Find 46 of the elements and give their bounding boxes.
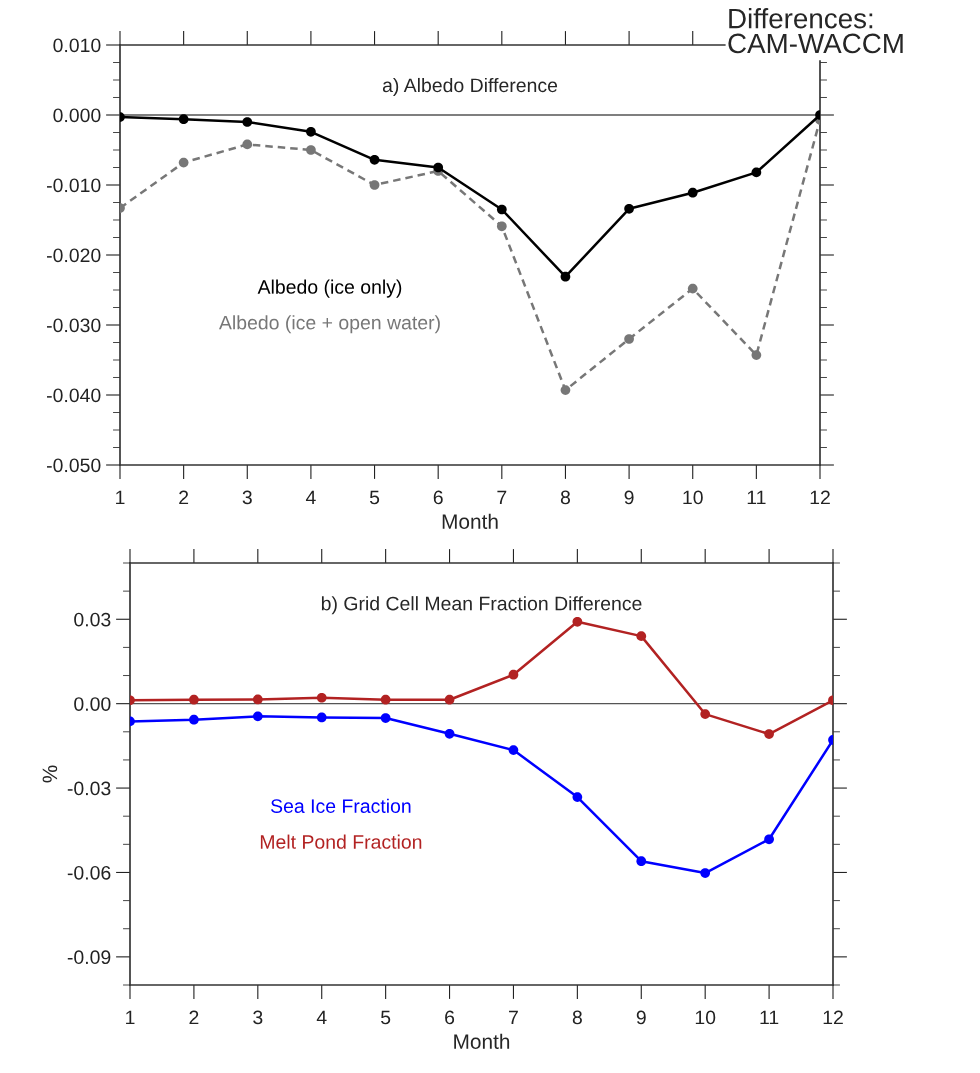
x-tick-label: 7 <box>509 1010 518 1025</box>
x-tick-label: 12 <box>823 1010 843 1025</box>
x-tick-label: 2 <box>179 490 189 505</box>
x-tick-label: 3 <box>253 1010 263 1025</box>
text: Sea Ice Fraction <box>271 798 411 813</box>
x-tick-label: 10 <box>695 1010 716 1025</box>
x-tick-label: 2 <box>189 1010 199 1025</box>
text: Albedo (ice + open water) <box>218 315 440 334</box>
x-tick-label: 9 <box>636 1010 646 1025</box>
x-axis-title: Month <box>442 513 498 529</box>
y-tick-label: -0.050 <box>46 458 101 473</box>
x-tick-label: 10 <box>683 490 703 505</box>
x-tick-label: 4 <box>316 1010 327 1025</box>
x-tick-label: 9 <box>624 490 634 505</box>
x-tick-label: 1 <box>126 1010 135 1025</box>
x-tick-label: 11 <box>747 490 766 505</box>
text: b) Grid Cell Mean Fraction Difference <box>321 596 642 615</box>
x-tick-label: 6 <box>433 490 443 505</box>
x-tick-label: 12 <box>810 490 830 505</box>
y-tick-label: 0.03 <box>74 612 111 627</box>
x-tick-label: 7 <box>497 490 507 505</box>
x-tick-label: 5 <box>381 1010 391 1025</box>
y-axis-title: % <box>42 765 58 783</box>
y-tick-label: 0.00 <box>74 697 111 711</box>
y-tick-label: -0.040 <box>46 388 101 403</box>
x-tick-label: 1 <box>116 490 125 505</box>
annotation: Differences: CAM-WACCM <box>728 8 903 54</box>
x-tick-label: 4 <box>305 490 316 505</box>
y-tick-label: 0.000 <box>53 108 101 123</box>
text: Albedo (ice only) <box>257 279 402 298</box>
x-tick-label: 5 <box>369 490 380 505</box>
y-tick-label: -0.09 <box>67 950 111 965</box>
x-tick-label: 3 <box>242 490 252 505</box>
x-tick-label: 11 <box>760 1010 779 1025</box>
x-tick-label: 8 <box>560 490 571 505</box>
y-tick-label: -0.010 <box>46 178 101 193</box>
x-tick-label: 8 <box>572 1010 582 1025</box>
y-tick-label: -0.020 <box>46 248 101 263</box>
y-tick-label: -0.03 <box>67 781 111 796</box>
x-axis-title: Month <box>454 1033 510 1049</box>
text: a) Albedo Difference <box>382 77 558 97</box>
x-tick-label: 6 <box>445 1010 455 1025</box>
y-tick-label: -0.06 <box>67 865 111 880</box>
y-tick-label: -0.030 <box>46 318 101 333</box>
y-tick-label: 0.010 <box>53 38 101 53</box>
text: Melt Pond Fraction <box>260 834 422 849</box>
